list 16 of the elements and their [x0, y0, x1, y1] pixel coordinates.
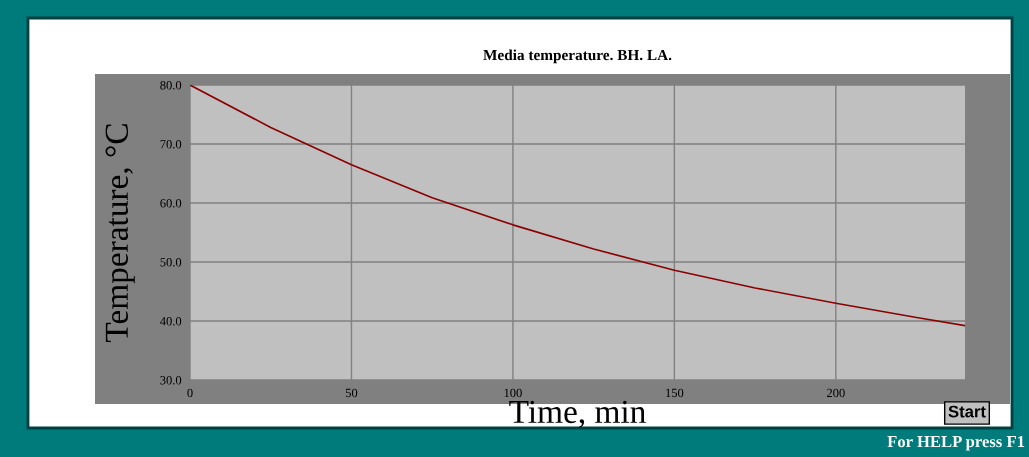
x-tick-label: 100: [504, 388, 522, 398]
x-tick-label: 150: [666, 388, 684, 398]
y-axis-title: Temperature, °C: [105, 124, 135, 342]
chart-title: Media temperature. BH. LA.: [483, 49, 672, 64]
y-tick-label: 60.0: [160, 199, 182, 208]
y-tick-label: 80.0: [160, 81, 182, 90]
y-tick-label: 50.0: [160, 258, 182, 267]
x-tick-label: 0: [187, 388, 193, 398]
x-tick-label: 50: [345, 388, 358, 398]
y-tick-label: 70.0: [160, 140, 182, 149]
x-tick-label: 200: [827, 388, 845, 398]
x-axis-title: Time, min: [509, 400, 646, 428]
y-tick-label: 40.0: [160, 317, 182, 326]
text: For HELP press F1: [887, 436, 1025, 451]
text: Start: [948, 405, 986, 418]
y-tick-label: 30.0: [160, 376, 182, 385]
